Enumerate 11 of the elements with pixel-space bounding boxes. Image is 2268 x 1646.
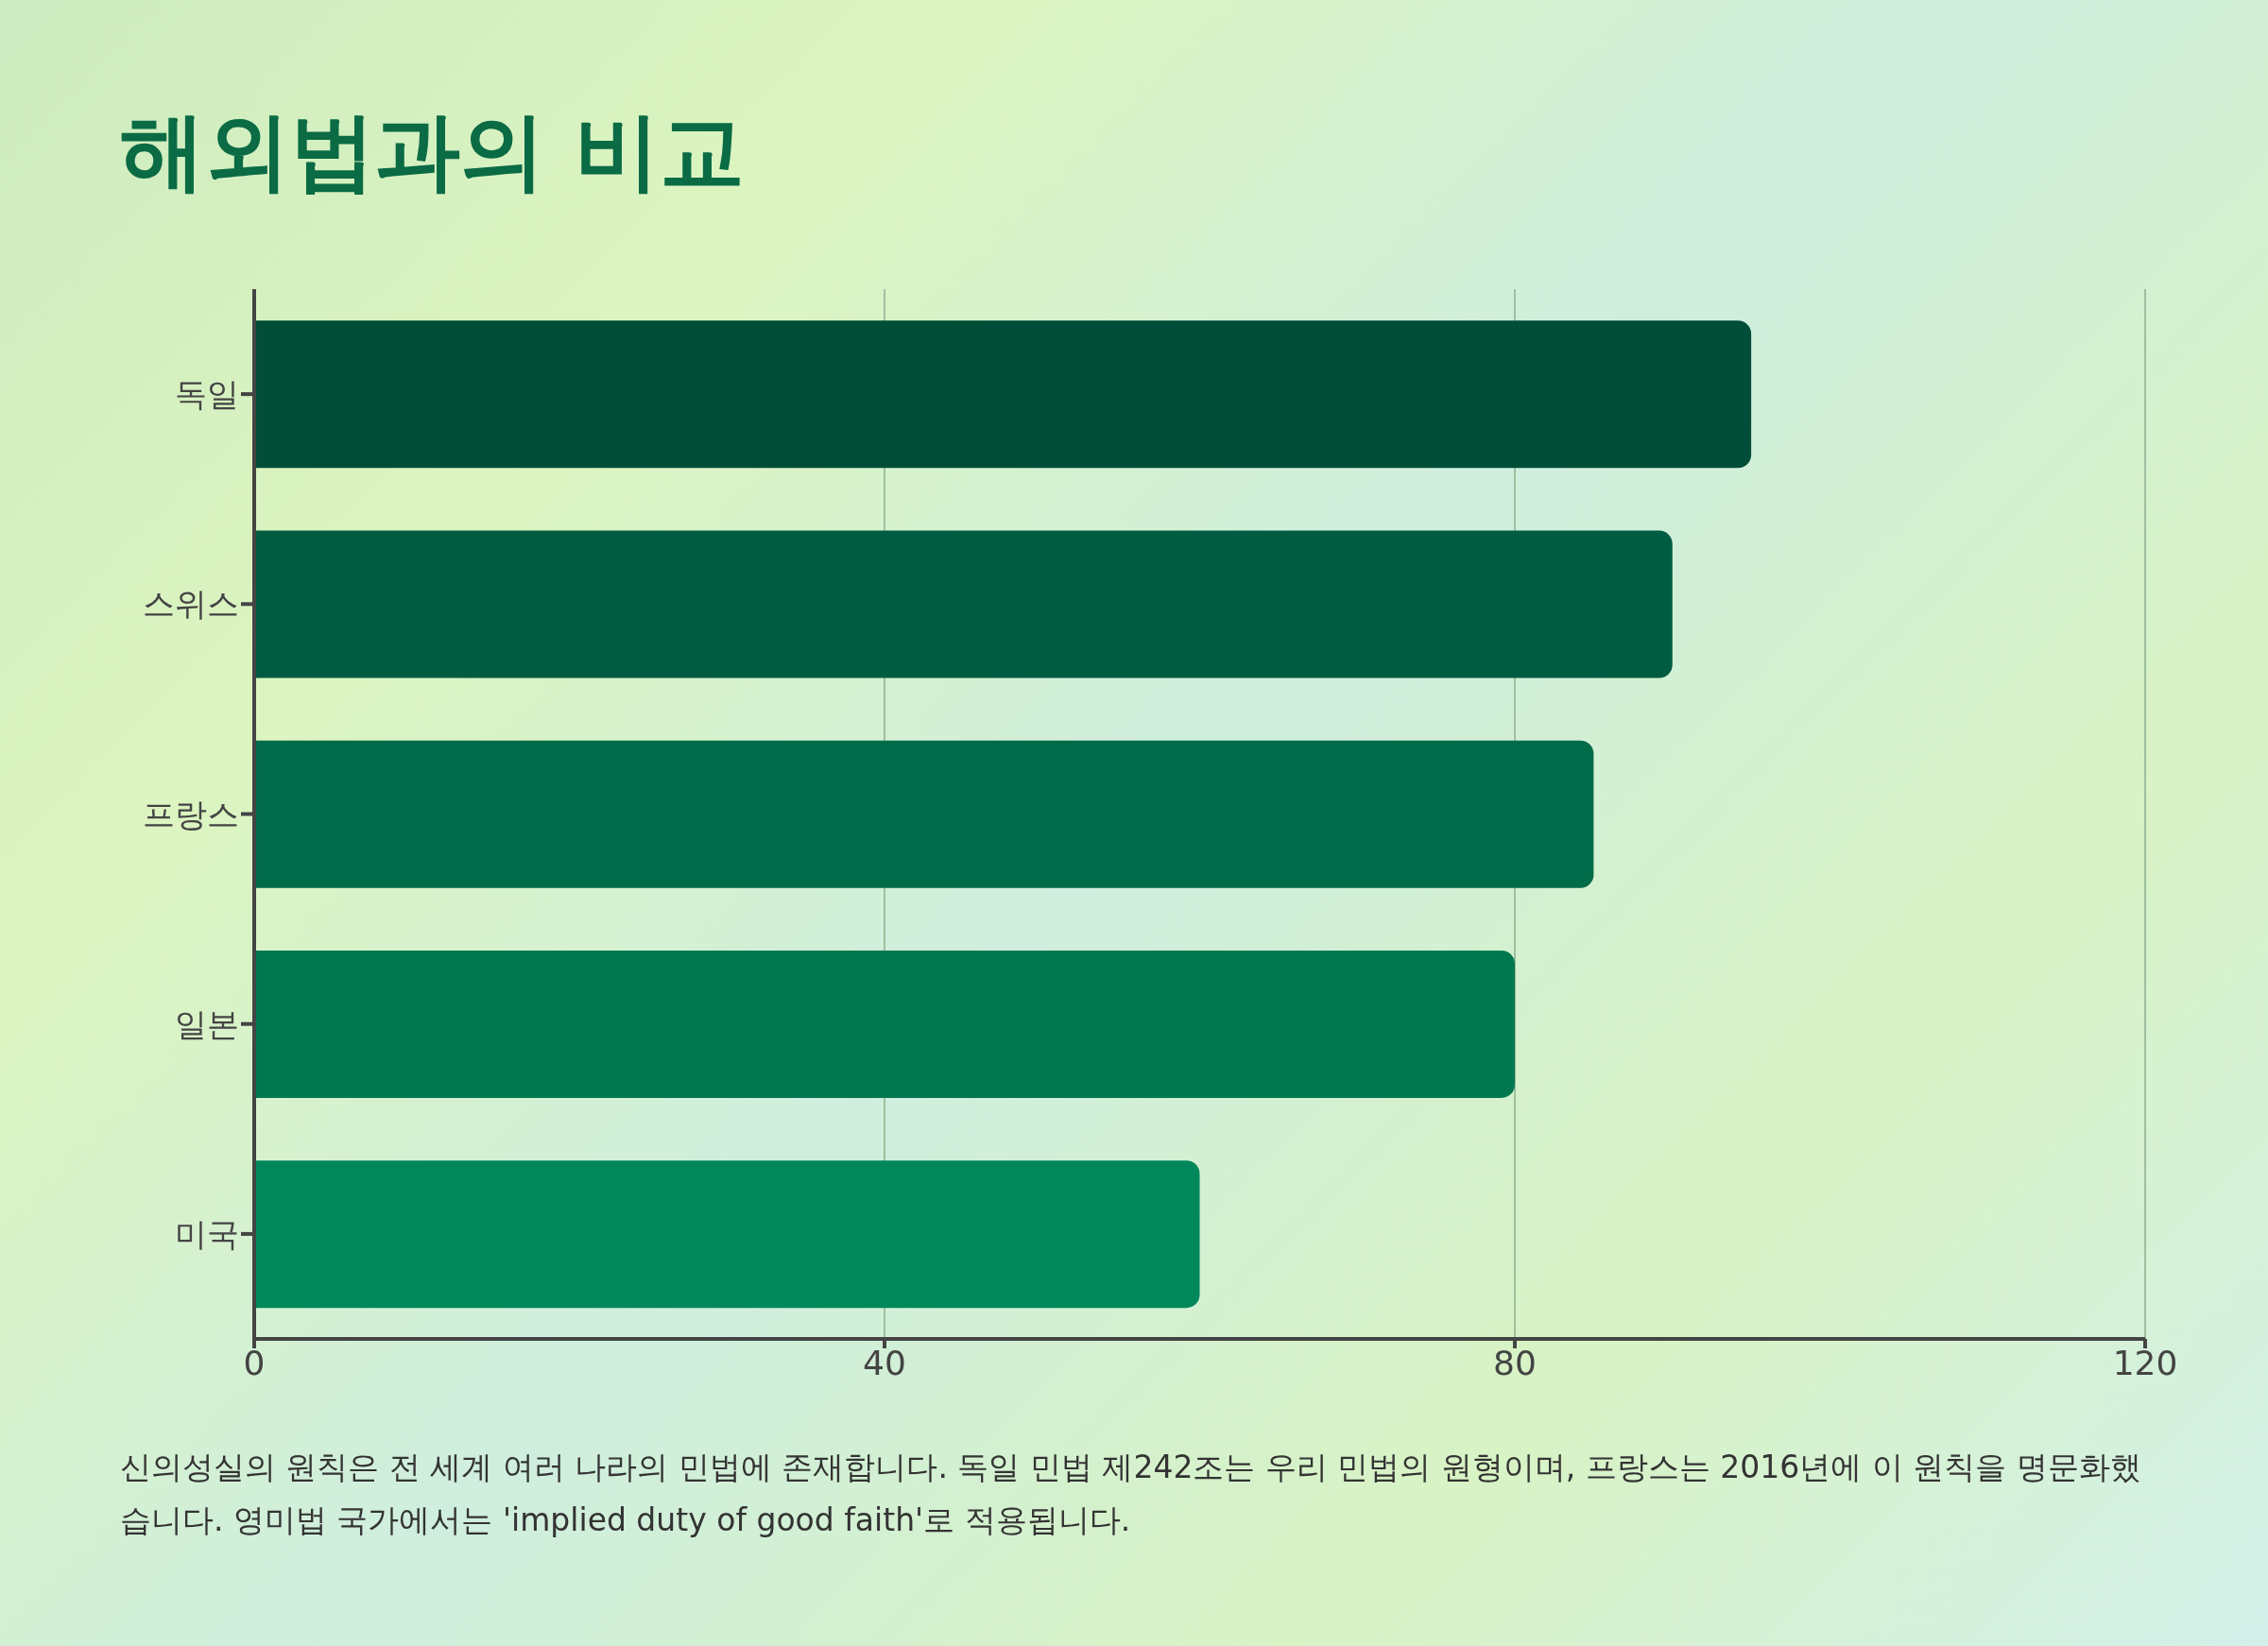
y-tick-label: 일본 [175, 1004, 239, 1043]
x-tick-label: 80 [1493, 1343, 1537, 1382]
text: 신의성실의 원칙은 전 세계 여러 나라의 민법에 존재합니다. 독일 민법 제242조는 우리 민법의 원형이며, 프랑스는 2016년에 이 원칙을 명문화했습니다. 영미법 국가에서는 'implied duty of good faith'로 적용됩니다. [120, 1448, 2142, 1540]
y-tick-label: 미국 [175, 1214, 239, 1253]
y-tick-label: 프랑스 [143, 795, 239, 833]
x-tick-label: 40 [863, 1343, 906, 1382]
x-tick-label: 120 [2112, 1343, 2178, 1382]
y-tick-label: 스위스 [143, 585, 239, 624]
x-tick-label: 0 [243, 1343, 266, 1382]
chart-title: 해외법과의 비교 [120, 100, 746, 202]
y-tick-label: 독일 [175, 375, 239, 414]
